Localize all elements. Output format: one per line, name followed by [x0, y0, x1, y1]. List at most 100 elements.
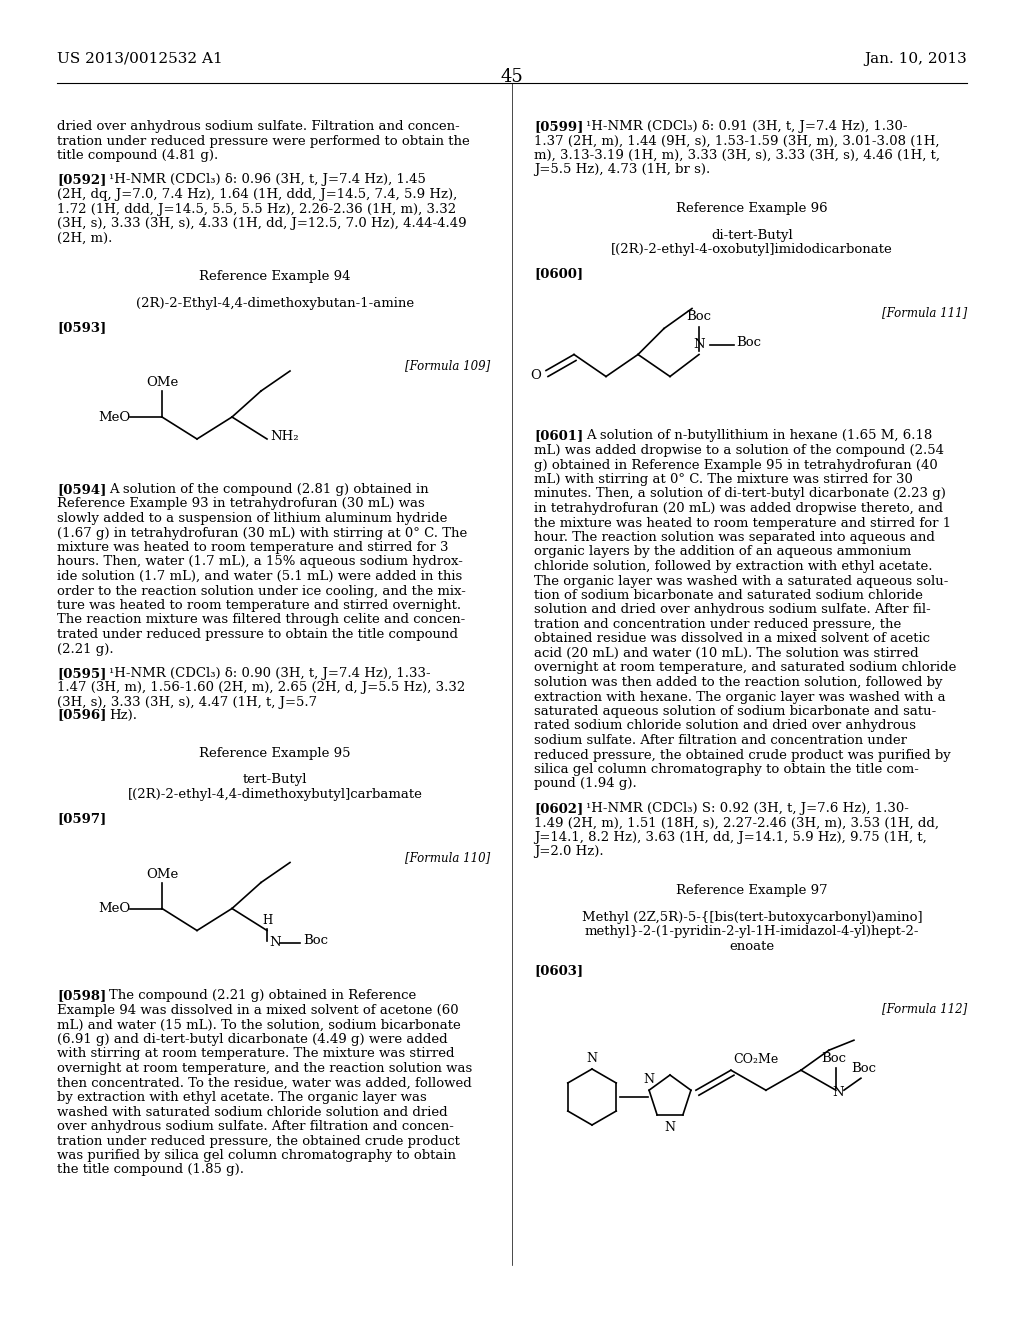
Text: ide solution (1.7 mL), and water (5.1 mL) were added in this: ide solution (1.7 mL), and water (5.1 mL… — [57, 570, 462, 583]
Text: Methyl (2Z,5R)-5-{[bis(tert-butoxycarbonyl)amino]: Methyl (2Z,5R)-5-{[bis(tert-butoxycarbon… — [582, 911, 923, 924]
Text: N: N — [665, 1121, 676, 1134]
Text: slowly added to a suspension of lithium aluminum hydride: slowly added to a suspension of lithium … — [57, 512, 447, 525]
Text: N: N — [833, 1086, 844, 1098]
Text: in tetrahydrofuran (20 mL) was added dropwise thereto, and: in tetrahydrofuran (20 mL) was added dro… — [534, 502, 943, 515]
Text: Reference Example 93 in tetrahydrofuran (30 mL) was: Reference Example 93 in tetrahydrofuran … — [57, 498, 425, 511]
Text: OMe: OMe — [145, 867, 178, 880]
Text: mixture was heated to room temperature and stirred for 3: mixture was heated to room temperature a… — [57, 541, 449, 554]
Text: tion of sodium bicarbonate and saturated sodium chloride: tion of sodium bicarbonate and saturated… — [534, 589, 923, 602]
Text: The reaction mixture was filtered through celite and concen-: The reaction mixture was filtered throug… — [57, 614, 465, 627]
Text: rated sodium chloride solution and dried over anhydrous: rated sodium chloride solution and dried… — [534, 719, 916, 733]
Text: order to the reaction solution under ice cooling, and the mix-: order to the reaction solution under ice… — [57, 585, 466, 598]
Text: reduced pressure, the obtained crude product was purified by: reduced pressure, the obtained crude pro… — [534, 748, 950, 762]
Text: H: H — [262, 913, 272, 927]
Text: [0595]: [0595] — [57, 667, 106, 680]
Text: Reference Example 94: Reference Example 94 — [200, 271, 351, 282]
Text: OMe: OMe — [145, 376, 178, 389]
Text: J=5.5 Hz), 4.73 (1H, br s).: J=5.5 Hz), 4.73 (1H, br s). — [534, 164, 711, 177]
Text: then concentrated. To the residue, water was added, followed: then concentrated. To the residue, water… — [57, 1077, 472, 1089]
Text: washed with saturated sodium chloride solution and dried: washed with saturated sodium chloride so… — [57, 1106, 447, 1118]
Text: pound (1.94 g).: pound (1.94 g). — [534, 777, 637, 791]
Text: organic layers by the addition of an aqueous ammonium: organic layers by the addition of an aqu… — [534, 545, 911, 558]
Text: [0596]: [0596] — [57, 709, 106, 722]
Text: A solution of n-butyllithium in hexane (1.65 M, 6.18: A solution of n-butyllithium in hexane (… — [586, 429, 932, 442]
Text: Jan. 10, 2013: Jan. 10, 2013 — [864, 51, 967, 66]
Text: over anhydrous sodium sulfate. After filtration and concen-: over anhydrous sodium sulfate. After fil… — [57, 1119, 454, 1133]
Text: US 2013/0012532 A1: US 2013/0012532 A1 — [57, 51, 223, 66]
Text: [Formula 110]: [Formula 110] — [404, 851, 490, 865]
Text: (2.21 g).: (2.21 g). — [57, 643, 114, 656]
Text: trated under reduced pressure to obtain the title compound: trated under reduced pressure to obtain … — [57, 628, 458, 642]
Text: methyl}-2-(1-pyridin-2-yl-1H-imidazol-4-yl)hept-2-: methyl}-2-(1-pyridin-2-yl-1H-imidazol-4-… — [585, 925, 920, 939]
Text: N: N — [269, 936, 281, 949]
Text: mL) was added dropwise to a solution of the compound (2.54: mL) was added dropwise to a solution of … — [534, 444, 944, 457]
Text: obtained residue was dissolved in a mixed solvent of acetic: obtained residue was dissolved in a mixe… — [534, 632, 930, 645]
Text: by extraction with ethyl acetate. The organic layer was: by extraction with ethyl acetate. The or… — [57, 1092, 427, 1104]
Text: ¹H-NMR (CDCl₃) δ: 0.91 (3H, t, J=7.4 Hz), 1.30-: ¹H-NMR (CDCl₃) δ: 0.91 (3H, t, J=7.4 Hz)… — [586, 120, 907, 133]
Text: (2H, m).: (2H, m). — [57, 231, 113, 244]
Text: hours. Then, water (1.7 mL), a 15% aqueous sodium hydrox-: hours. Then, water (1.7 mL), a 15% aqueo… — [57, 556, 463, 569]
Text: 1.37 (2H, m), 1.44 (9H, s), 1.53-1.59 (3H, m), 3.01-3.08 (1H,: 1.37 (2H, m), 1.44 (9H, s), 1.53-1.59 (3… — [534, 135, 939, 148]
Text: title compound (4.81 g).: title compound (4.81 g). — [57, 149, 218, 162]
Text: minutes. Then, a solution of di-tert-butyl dicarbonate (2.23 g): minutes. Then, a solution of di-tert-but… — [534, 487, 946, 500]
Text: 1.49 (2H, m), 1.51 (18H, s), 2.27-2.46 (3H, m), 3.53 (1H, dd,: 1.49 (2H, m), 1.51 (18H, s), 2.27-2.46 (… — [534, 817, 939, 829]
Text: Reference Example 97: Reference Example 97 — [676, 884, 827, 898]
Text: enoate: enoate — [729, 940, 774, 953]
Text: A solution of the compound (2.81 g) obtained in: A solution of the compound (2.81 g) obta… — [109, 483, 429, 496]
Text: dried over anhydrous sodium sulfate. Filtration and concen-: dried over anhydrous sodium sulfate. Fil… — [57, 120, 460, 133]
Text: [0603]: [0603] — [534, 964, 583, 977]
Text: [0600]: [0600] — [534, 268, 583, 281]
Text: J=14.1, 8.2 Hz), 3.63 (1H, dd, J=14.1, 5.9 Hz), 9.75 (1H, t,: J=14.1, 8.2 Hz), 3.63 (1H, dd, J=14.1, 5… — [534, 832, 927, 843]
Text: Boc: Boc — [851, 1063, 876, 1076]
Text: Boc: Boc — [821, 1052, 846, 1065]
Text: [0599]: [0599] — [534, 120, 584, 133]
Text: hour. The reaction solution was separated into aqueous and: hour. The reaction solution was separate… — [534, 531, 935, 544]
Text: [0594]: [0594] — [57, 483, 106, 496]
Text: saturated aqueous solution of sodium bicarbonate and satu-: saturated aqueous solution of sodium bic… — [534, 705, 936, 718]
Text: CO₂Me: CO₂Me — [733, 1053, 778, 1067]
Text: [(2R)-2-ethyl-4-oxobutyl]imidodicarbonate: [(2R)-2-ethyl-4-oxobutyl]imidodicarbonat… — [611, 243, 893, 256]
Text: [Formula 112]: [Formula 112] — [882, 1002, 967, 1015]
Text: Example 94 was dissolved in a mixed solvent of acetone (60: Example 94 was dissolved in a mixed solv… — [57, 1005, 459, 1016]
Text: [0593]: [0593] — [57, 321, 106, 334]
Text: with stirring at room temperature. The mixture was stirred: with stirring at room temperature. The m… — [57, 1048, 455, 1060]
Text: extraction with hexane. The organic layer was washed with a: extraction with hexane. The organic laye… — [534, 690, 945, 704]
Text: N: N — [587, 1052, 597, 1065]
Text: (3H, s), 3.33 (3H, s), 4.47 (1H, t, J=5.7: (3H, s), 3.33 (3H, s), 4.47 (1H, t, J=5.… — [57, 696, 317, 709]
Text: ¹H-NMR (CDCl₃) δ: 0.90 (3H, t, J=7.4 Hz), 1.33-: ¹H-NMR (CDCl₃) δ: 0.90 (3H, t, J=7.4 Hz)… — [109, 667, 431, 680]
Text: (6.91 g) and di-tert-butyl dicarbonate (4.49 g) were added: (6.91 g) and di-tert-butyl dicarbonate (… — [57, 1034, 447, 1045]
Text: overnight at room temperature, and saturated sodium chloride: overnight at room temperature, and satur… — [534, 661, 956, 675]
Text: ¹H-NMR (CDCl₃) S: 0.92 (3H, t, J=7.6 Hz), 1.30-: ¹H-NMR (CDCl₃) S: 0.92 (3H, t, J=7.6 Hz)… — [586, 803, 909, 814]
Text: [0602]: [0602] — [534, 803, 584, 814]
Text: NH₂: NH₂ — [270, 430, 299, 444]
Text: silica gel column chromatography to obtain the title com-: silica gel column chromatography to obta… — [534, 763, 919, 776]
Text: MeO: MeO — [98, 903, 130, 916]
Text: solution and dried over anhydrous sodium sulfate. After fil-: solution and dried over anhydrous sodium… — [534, 603, 931, 616]
Text: ¹H-NMR (CDCl₃) δ: 0.96 (3H, t, J=7.4 Hz), 1.45: ¹H-NMR (CDCl₃) δ: 0.96 (3H, t, J=7.4 Hz)… — [109, 173, 426, 186]
Text: mL) with stirring at 0° C. The mixture was stirred for 30: mL) with stirring at 0° C. The mixture w… — [534, 473, 912, 486]
Text: m), 3.13-3.19 (1H, m), 3.33 (3H, s), 3.33 (3H, s), 4.46 (1H, t,: m), 3.13-3.19 (1H, m), 3.33 (3H, s), 3.3… — [534, 149, 940, 162]
Text: was purified by silica gel column chromatography to obtain: was purified by silica gel column chroma… — [57, 1148, 456, 1162]
Text: 45: 45 — [501, 69, 523, 86]
Text: [Formula 111]: [Formula 111] — [882, 306, 967, 319]
Text: 1.47 (3H, m), 1.56-1.60 (2H, m), 2.65 (2H, d, J=5.5 Hz), 3.32: 1.47 (3H, m), 1.56-1.60 (2H, m), 2.65 (2… — [57, 681, 465, 694]
Text: The organic layer was washed with a saturated aqueous solu-: The organic layer was washed with a satu… — [534, 574, 948, 587]
Text: tert-Butyl: tert-Butyl — [243, 774, 307, 787]
Text: (3H, s), 3.33 (3H, s), 4.33 (1H, dd, J=12.5, 7.0 Hz), 4.44-4.49: (3H, s), 3.33 (3H, s), 4.33 (1H, dd, J=1… — [57, 216, 467, 230]
Text: [Formula 109]: [Formula 109] — [404, 359, 490, 372]
Text: tration and concentration under reduced pressure, the: tration and concentration under reduced … — [534, 618, 901, 631]
Text: ture was heated to room temperature and stirred overnight.: ture was heated to room temperature and … — [57, 599, 461, 612]
Text: [0592]: [0592] — [57, 173, 106, 186]
Text: [0601]: [0601] — [534, 429, 584, 442]
Text: (1.67 g) in tetrahydrofuran (30 mL) with stirring at 0° C. The: (1.67 g) in tetrahydrofuran (30 mL) with… — [57, 527, 467, 540]
Text: MeO: MeO — [98, 411, 130, 424]
Text: N: N — [644, 1073, 654, 1086]
Text: [0598]: [0598] — [57, 990, 106, 1002]
Text: mL) and water (15 mL). To the solution, sodium bicarbonate: mL) and water (15 mL). To the solution, … — [57, 1019, 461, 1031]
Text: Boc: Boc — [736, 337, 761, 348]
Text: O: O — [530, 370, 541, 381]
Text: [(2R)-2-ethyl-4,4-dimethoxybutyl]carbamate: [(2R)-2-ethyl-4,4-dimethoxybutyl]carbama… — [128, 788, 423, 801]
Text: The compound (2.21 g) obtained in Reference: The compound (2.21 g) obtained in Refere… — [109, 990, 416, 1002]
Text: Reference Example 96: Reference Example 96 — [676, 202, 827, 215]
Text: N: N — [693, 338, 705, 351]
